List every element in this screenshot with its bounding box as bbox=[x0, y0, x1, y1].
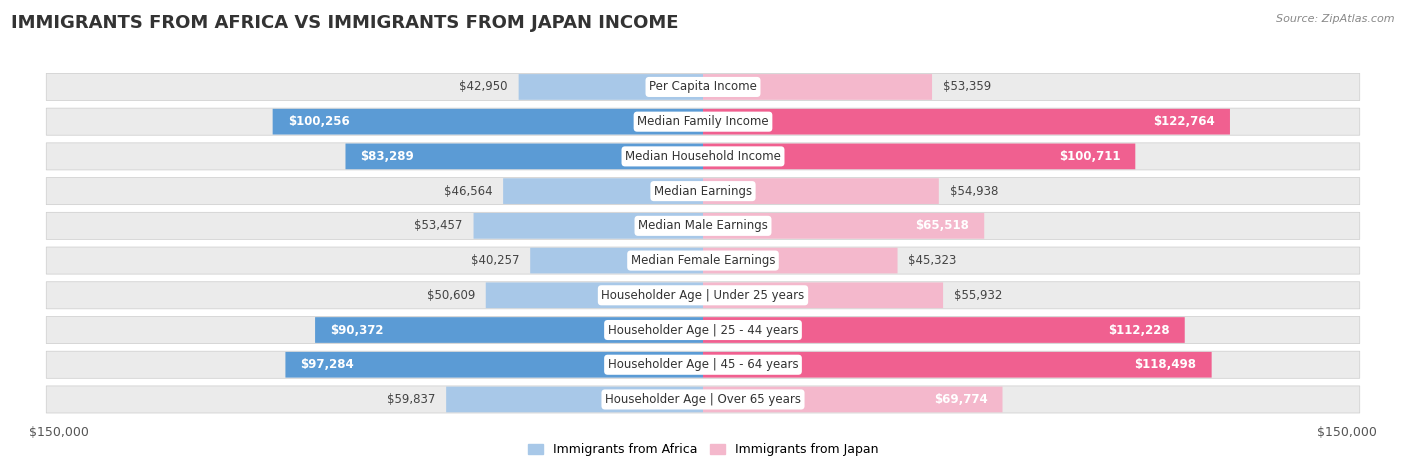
Text: Median Household Income: Median Household Income bbox=[626, 150, 780, 163]
FancyBboxPatch shape bbox=[703, 283, 943, 308]
Text: $53,457: $53,457 bbox=[415, 219, 463, 233]
FancyBboxPatch shape bbox=[703, 248, 897, 273]
Text: $112,228: $112,228 bbox=[1108, 324, 1170, 337]
Text: Householder Age | 25 - 44 years: Householder Age | 25 - 44 years bbox=[607, 324, 799, 337]
Text: Median Earnings: Median Earnings bbox=[654, 184, 752, 198]
Text: Householder Age | Over 65 years: Householder Age | Over 65 years bbox=[605, 393, 801, 406]
Text: $53,359: $53,359 bbox=[943, 80, 991, 93]
FancyBboxPatch shape bbox=[315, 317, 703, 343]
FancyBboxPatch shape bbox=[46, 351, 1360, 378]
FancyBboxPatch shape bbox=[46, 143, 1360, 170]
FancyBboxPatch shape bbox=[273, 109, 703, 134]
FancyBboxPatch shape bbox=[530, 248, 703, 273]
FancyBboxPatch shape bbox=[703, 213, 984, 239]
FancyBboxPatch shape bbox=[346, 143, 703, 169]
Text: Source: ZipAtlas.com: Source: ZipAtlas.com bbox=[1277, 14, 1395, 24]
Legend: Immigrants from Africa, Immigrants from Japan: Immigrants from Africa, Immigrants from … bbox=[523, 439, 883, 461]
Text: $40,257: $40,257 bbox=[471, 254, 519, 267]
Text: $65,518: $65,518 bbox=[915, 219, 969, 233]
FancyBboxPatch shape bbox=[703, 109, 1230, 134]
FancyBboxPatch shape bbox=[446, 387, 703, 412]
Text: $83,289: $83,289 bbox=[360, 150, 415, 163]
Text: $90,372: $90,372 bbox=[330, 324, 384, 337]
Text: Median Male Earnings: Median Male Earnings bbox=[638, 219, 768, 233]
FancyBboxPatch shape bbox=[703, 178, 939, 204]
FancyBboxPatch shape bbox=[46, 247, 1360, 274]
Text: Householder Age | Under 25 years: Householder Age | Under 25 years bbox=[602, 289, 804, 302]
Text: $59,837: $59,837 bbox=[387, 393, 436, 406]
Text: $42,950: $42,950 bbox=[460, 80, 508, 93]
FancyBboxPatch shape bbox=[46, 177, 1360, 205]
FancyBboxPatch shape bbox=[46, 317, 1360, 344]
Text: $69,774: $69,774 bbox=[934, 393, 987, 406]
Text: Householder Age | 45 - 64 years: Householder Age | 45 - 64 years bbox=[607, 358, 799, 371]
FancyBboxPatch shape bbox=[285, 352, 703, 378]
FancyBboxPatch shape bbox=[46, 386, 1360, 413]
FancyBboxPatch shape bbox=[703, 143, 1135, 169]
FancyBboxPatch shape bbox=[46, 73, 1360, 100]
Text: $46,564: $46,564 bbox=[444, 184, 492, 198]
Text: Median Family Income: Median Family Income bbox=[637, 115, 769, 128]
FancyBboxPatch shape bbox=[46, 212, 1360, 240]
FancyBboxPatch shape bbox=[474, 213, 703, 239]
Text: $55,932: $55,932 bbox=[953, 289, 1002, 302]
FancyBboxPatch shape bbox=[703, 387, 1002, 412]
Text: $118,498: $118,498 bbox=[1135, 358, 1197, 371]
Text: $100,711: $100,711 bbox=[1059, 150, 1121, 163]
Text: Per Capita Income: Per Capita Income bbox=[650, 80, 756, 93]
FancyBboxPatch shape bbox=[703, 317, 1185, 343]
Text: $50,609: $50,609 bbox=[426, 289, 475, 302]
FancyBboxPatch shape bbox=[46, 108, 1360, 135]
FancyBboxPatch shape bbox=[519, 74, 703, 100]
Text: $45,323: $45,323 bbox=[908, 254, 956, 267]
Text: Median Female Earnings: Median Female Earnings bbox=[631, 254, 775, 267]
FancyBboxPatch shape bbox=[46, 282, 1360, 309]
FancyBboxPatch shape bbox=[703, 352, 1212, 378]
FancyBboxPatch shape bbox=[485, 283, 703, 308]
Text: $122,764: $122,764 bbox=[1153, 115, 1215, 128]
Text: IMMIGRANTS FROM AFRICA VS IMMIGRANTS FROM JAPAN INCOME: IMMIGRANTS FROM AFRICA VS IMMIGRANTS FRO… bbox=[11, 14, 679, 32]
FancyBboxPatch shape bbox=[703, 74, 932, 100]
Text: $97,284: $97,284 bbox=[301, 358, 354, 371]
Text: $54,938: $54,938 bbox=[949, 184, 998, 198]
FancyBboxPatch shape bbox=[503, 178, 703, 204]
Text: $100,256: $100,256 bbox=[288, 115, 350, 128]
